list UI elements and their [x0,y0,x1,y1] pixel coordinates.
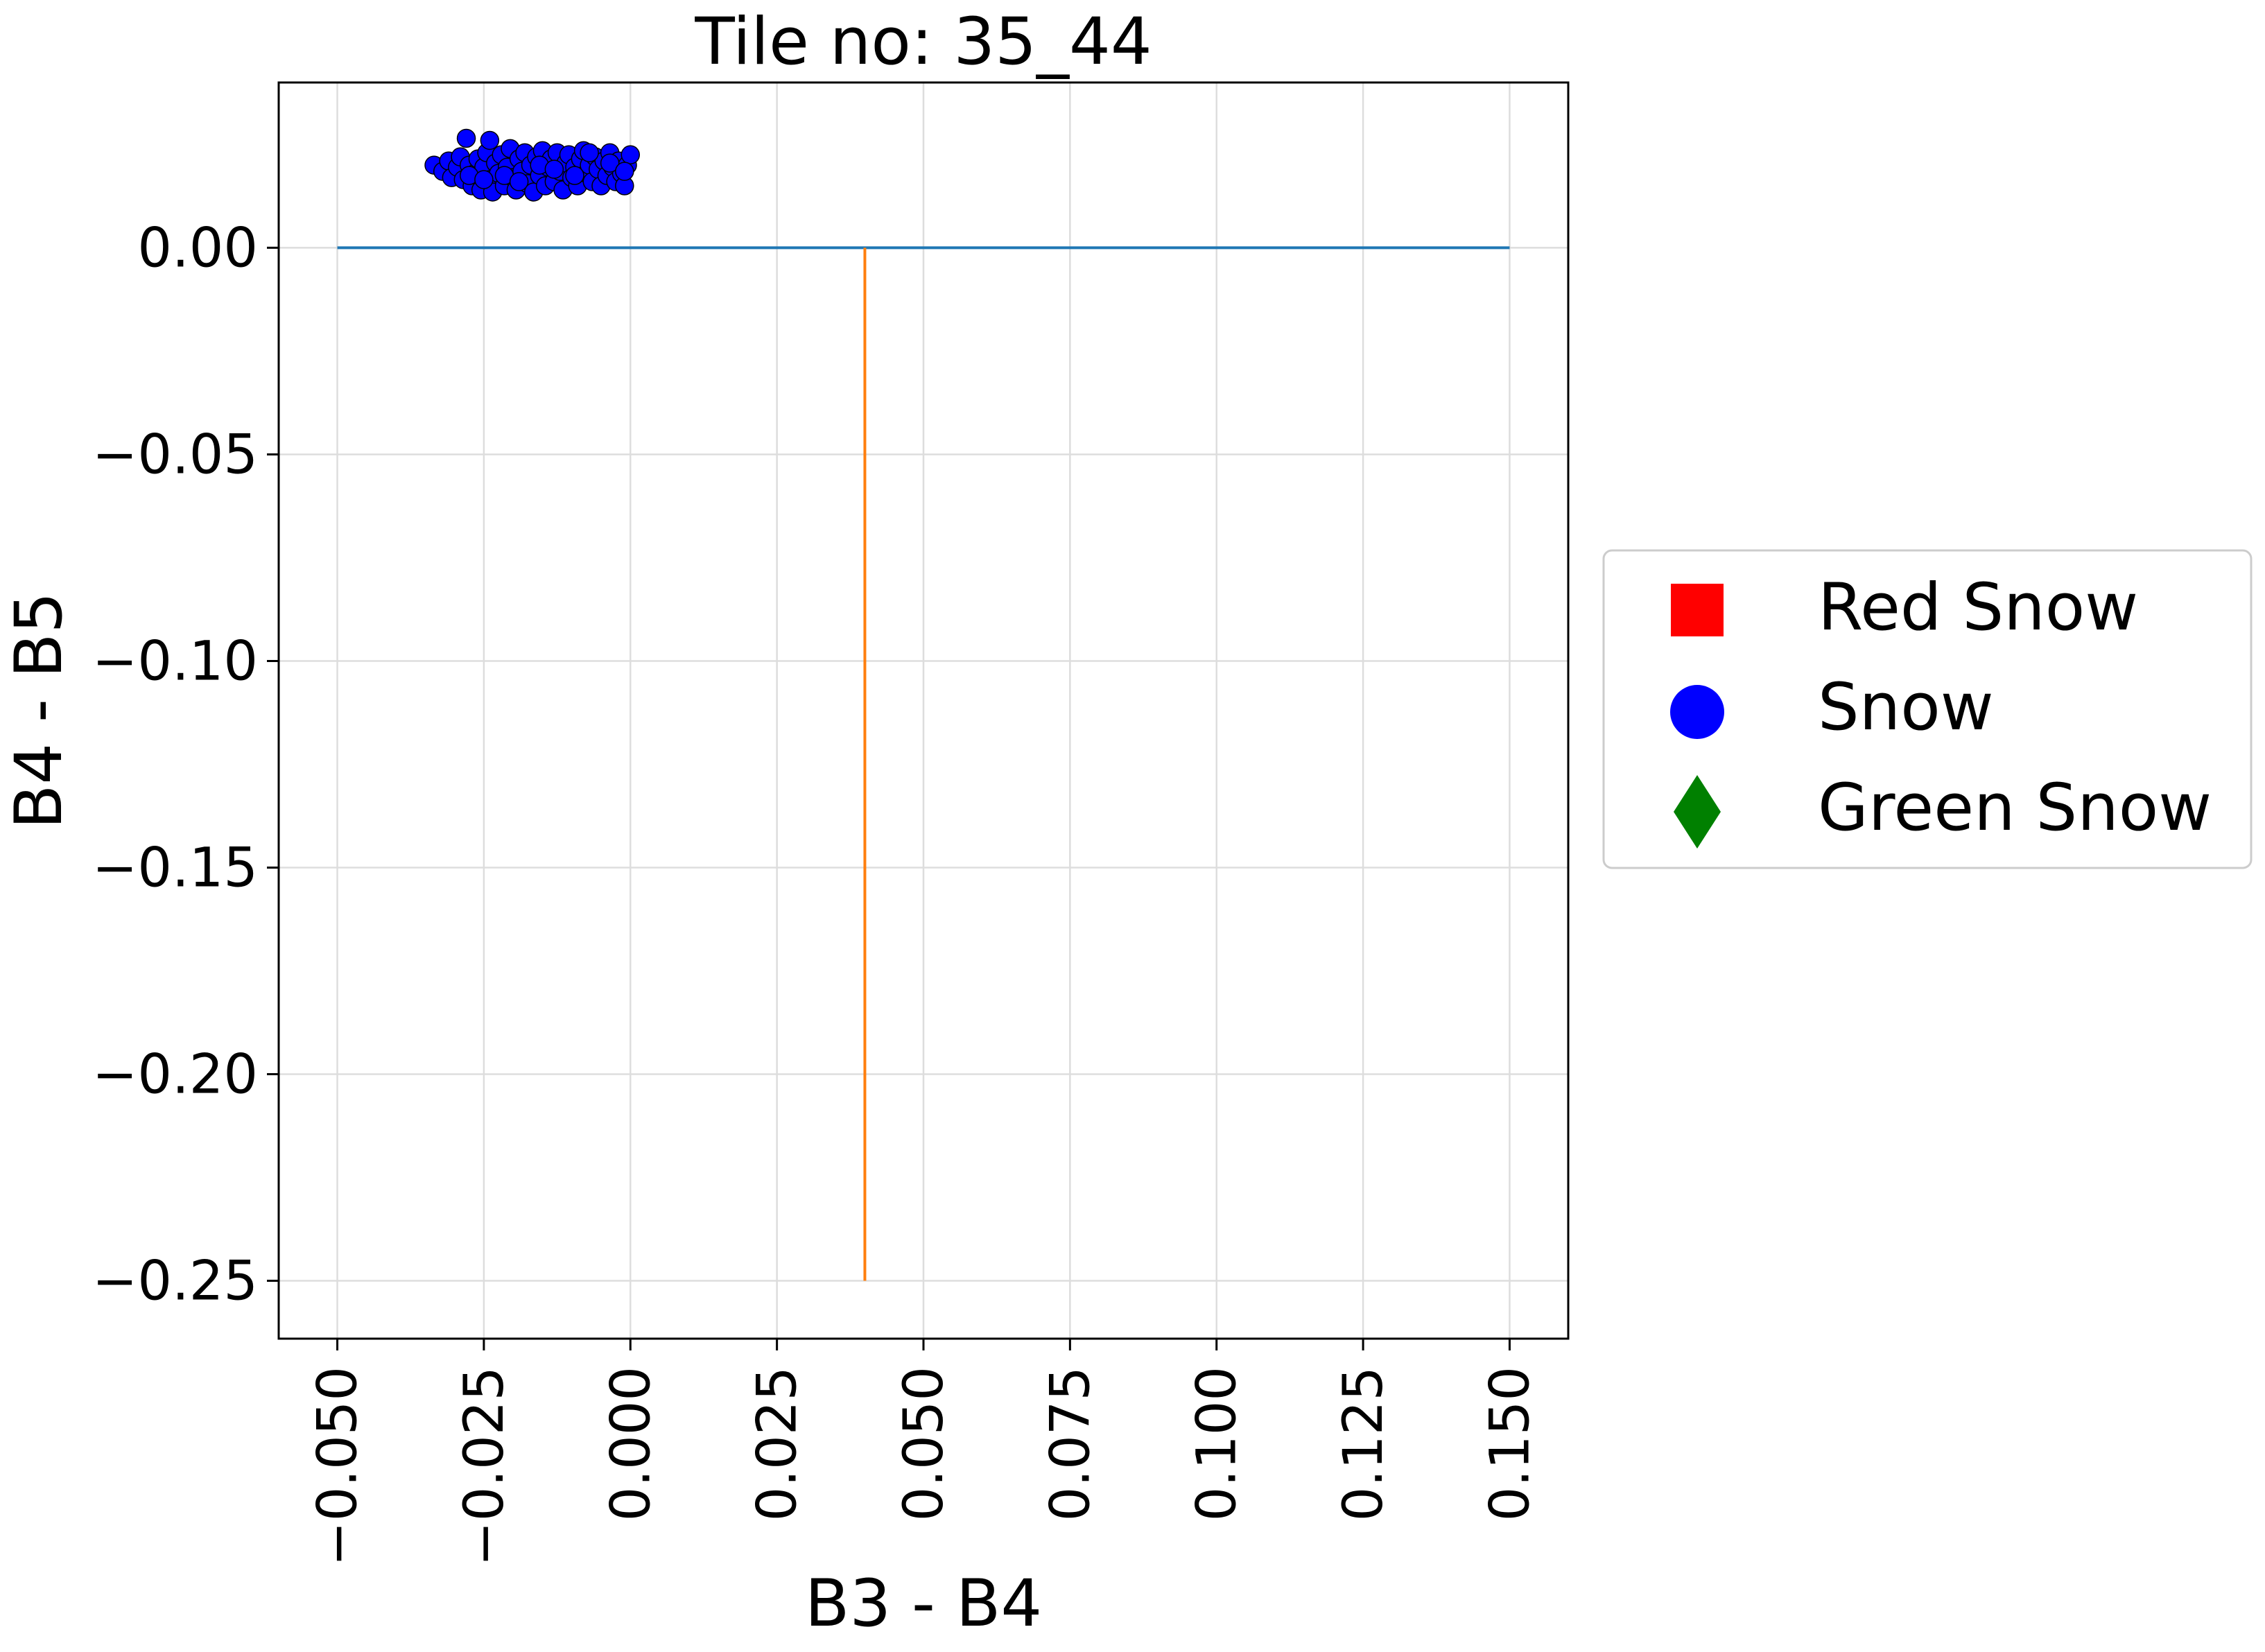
snow-point [544,159,564,179]
snow-point [615,162,634,181]
snow-point [480,130,500,150]
y-tick-label: −0.15 [92,837,258,900]
red-snow-legend-marker [1671,584,1724,636]
snow-point [600,153,620,173]
x-tick-label: 0.075 [1039,1366,1102,1521]
y-axis-title: B4 - B5 [1,592,77,829]
y-tick-label: −0.20 [92,1044,258,1106]
x-tick-label: −0.050 [307,1366,370,1567]
snow-legend-marker [1670,685,1724,739]
x-axis-ticks: −0.050 −0.025 0.000 0.025 0.050 0.075 0.100 0.1… [307,1339,1541,1567]
snow-point [565,166,584,185]
legend-label-green-snow: Green Snow [1818,770,2212,846]
y-tick-label: −0.25 [92,1251,258,1313]
snow-point [580,143,599,163]
reference-lines [337,246,1510,1281]
x-tick-label: 0.150 [1479,1366,1541,1521]
x-tick-label: −0.025 [453,1366,516,1567]
x-tick-label: 0.125 [1333,1366,1395,1521]
x-tick-label: 0.050 [893,1366,955,1521]
y-tick-label: 0.00 [137,217,258,279]
legend-label-red-snow: Red Snow [1818,570,2138,645]
x-tick-label: 0.025 [747,1366,809,1521]
snow-points [424,128,641,202]
chart-title: Tile no: 35_44 [694,4,1152,80]
y-tick-label: −0.05 [92,424,258,486]
y-axis-ticks: 0.00 −0.05 −0.10 −0.15 −0.20 −0.25 [92,217,279,1313]
x-axis-title: B3 - B4 [805,1566,1042,1642]
legend: Red Snow Snow Green Snow [1602,549,2253,869]
y-tick-label: −0.10 [92,630,258,693]
grid-lines [279,82,1568,1339]
snow-point [621,145,641,165]
x-tick-label: 0.100 [1186,1366,1249,1521]
snow-point [456,128,476,148]
green-snow-legend-marker [1674,775,1721,849]
legend-label-snow: Snow [1818,670,1994,745]
legend-box [1602,549,2253,869]
snow-point [509,172,529,191]
x-tick-label: 0.000 [600,1366,662,1521]
snow-point [474,170,494,189]
